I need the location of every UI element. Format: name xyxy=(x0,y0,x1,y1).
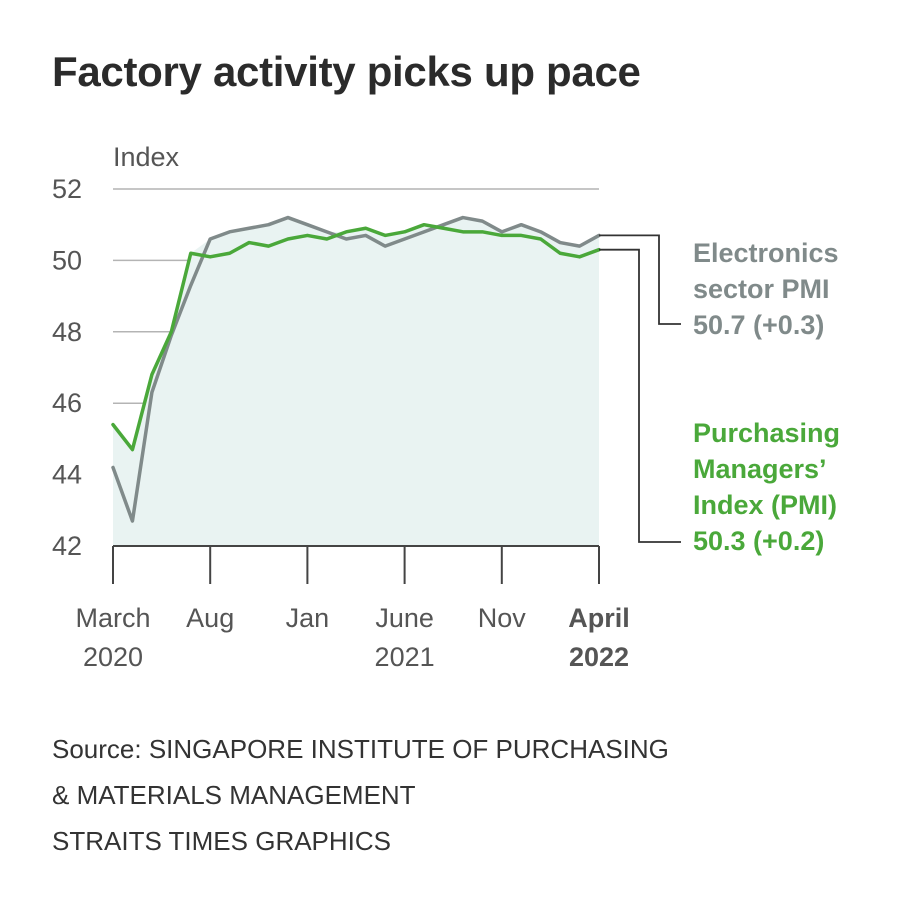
y-tick-label-44: 44 xyxy=(52,460,82,490)
y-tick-label-46: 46 xyxy=(52,388,82,418)
source-note: Source: SINGAPORE INSTITUTE OF PURCHASIN… xyxy=(52,726,669,864)
x-tick-label-0-1: 2020 xyxy=(83,642,143,672)
series-label-pmi-1: Managers’ xyxy=(693,454,827,484)
series-label-electronics-0: Electronics xyxy=(693,238,839,268)
source-line-3: STRAITS TIMES GRAPHICS xyxy=(52,826,392,856)
line-chart: 42 44 46 48 50 52 Index March 2020 Aug Jan June 2021… xyxy=(52,142,840,672)
chart-title: Factory activity picks up pace xyxy=(52,48,641,95)
leader-line-pmi xyxy=(599,248,681,543)
y-tick-label-48: 48 xyxy=(52,317,82,347)
x-tick-label-0-0: March xyxy=(75,603,150,633)
y-axis-title: Index xyxy=(113,142,180,172)
label-layer: Electronics sector PMI 50.7 (+0.3) Purchasi… xyxy=(599,234,840,556)
y-tick-label-52: 52 xyxy=(52,174,82,204)
y-tick-label-42: 42 xyxy=(52,531,82,561)
x-tick-label-5-1: 2022 xyxy=(569,642,629,672)
series-label-pmi-0: Purchasing xyxy=(693,418,840,448)
series-label-pmi-2: Index (PMI) xyxy=(693,490,837,520)
shaded-area xyxy=(113,217,599,546)
x-tick-label-3-1: 2021 xyxy=(375,642,435,672)
series-line-electronics xyxy=(111,215,601,523)
area-layer xyxy=(113,217,599,546)
x-tick-label-1-0: Aug xyxy=(186,603,234,633)
x-tick-label-5-0: April xyxy=(568,603,630,633)
x-tick-label-4-0: Nov xyxy=(478,603,527,633)
source-line-1: Source: SINGAPORE INSTITUTE OF PURCHASIN… xyxy=(52,734,669,764)
series-layer xyxy=(111,215,601,523)
leader-line-electronics xyxy=(599,234,681,325)
series-line-pmi xyxy=(111,222,601,452)
source-line-2: & MATERIALS MANAGEMENT xyxy=(52,780,416,810)
x-tick-label-2-0: Jan xyxy=(286,603,330,633)
series-label-electronics-2: 50.7 (+0.3) xyxy=(693,310,824,340)
axis-layer: 42 44 46 48 50 52 Index March 2020 Aug Jan June 2021… xyxy=(52,142,630,672)
x-tick-label-3-0: June xyxy=(375,603,434,633)
y-tick-label-50: 50 xyxy=(52,245,82,275)
series-label-electronics-1: sector PMI xyxy=(693,274,830,304)
series-label-pmi-3: 50.3 (+0.2) xyxy=(693,526,824,556)
